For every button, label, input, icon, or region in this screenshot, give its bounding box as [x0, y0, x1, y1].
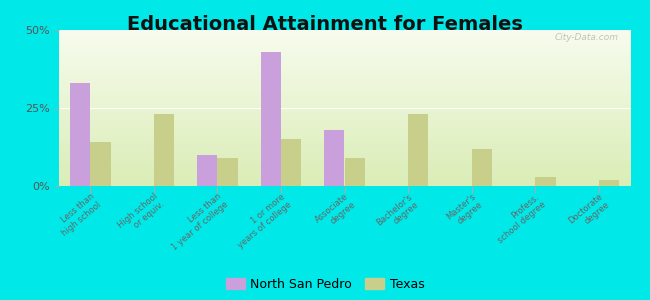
Text: 1 or more
years of college: 1 or more years of college	[229, 192, 293, 250]
Bar	[344, 158, 365, 186]
Text: High school
or equiv.: High school or equiv.	[116, 192, 166, 238]
Bar	[90, 142, 110, 186]
Bar	[217, 158, 238, 186]
Bar	[599, 180, 619, 186]
Text: Master's
degree: Master's degree	[445, 192, 484, 230]
Bar	[154, 114, 174, 186]
Text: Less than
high school: Less than high school	[53, 192, 103, 238]
Legend: North San Pedro, Texas: North San Pedro, Texas	[226, 278, 424, 291]
Bar	[70, 83, 90, 186]
Text: Less than
1 year of college: Less than 1 year of college	[163, 192, 230, 252]
Bar	[261, 52, 281, 186]
Bar	[281, 139, 302, 186]
Text: Profess.
school degree: Profess. school degree	[489, 192, 548, 245]
Bar	[535, 177, 556, 186]
Bar	[472, 148, 492, 186]
Bar	[197, 155, 217, 186]
Text: Bachelor's
degree: Bachelor's degree	[374, 192, 421, 235]
Text: Associate
degree: Associate degree	[314, 192, 357, 233]
Text: City-Data.com: City-Data.com	[555, 33, 619, 42]
Bar	[324, 130, 345, 186]
Text: Educational Attainment for Females: Educational Attainment for Females	[127, 15, 523, 34]
Text: Doctorate
degree: Doctorate degree	[567, 192, 611, 234]
Bar	[408, 114, 428, 186]
